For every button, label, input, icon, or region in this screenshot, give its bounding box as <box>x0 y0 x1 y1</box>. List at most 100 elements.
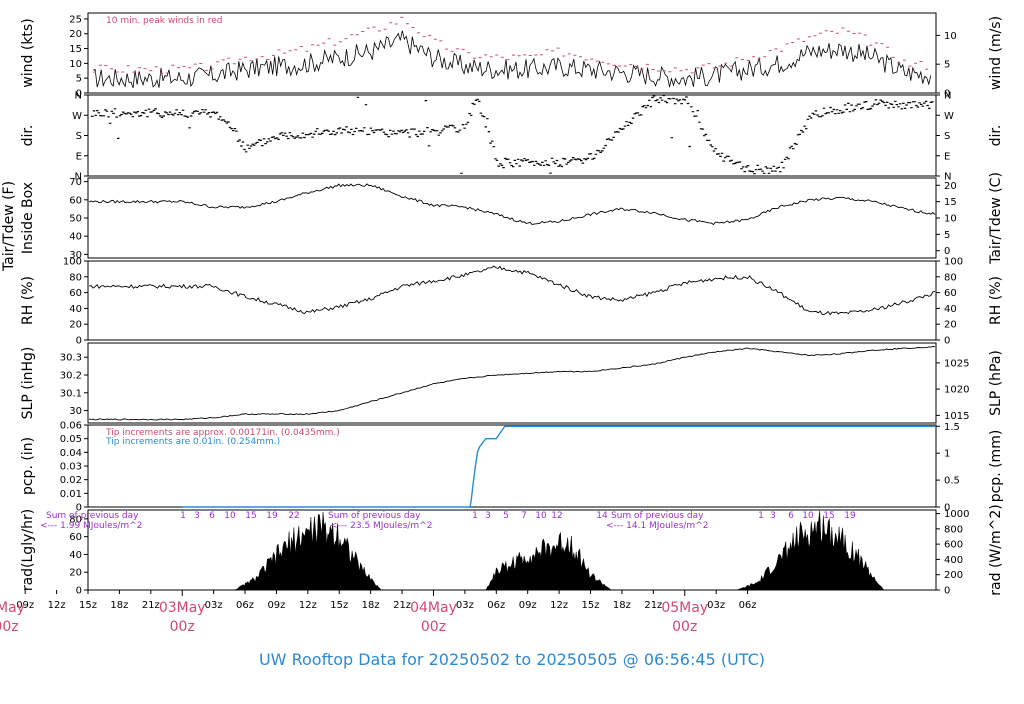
date-label-day: 03May <box>159 600 206 616</box>
solar-annotation: <--- 1.99 MJoules/m^2 <box>40 521 142 531</box>
y-axis-label-right: dir. <box>988 125 1004 147</box>
hour-tick-label: 06z <box>236 600 254 611</box>
left-tick-label: 0 <box>76 586 82 597</box>
date-label-day: 04May <box>410 600 457 616</box>
right-tick-label: 800 <box>944 524 963 535</box>
hour-tick-label: 18z <box>110 600 128 611</box>
solar-hour-mark: 3 <box>194 511 200 521</box>
panel-frame <box>87 342 937 424</box>
hour-tick-label: 09z <box>267 600 285 611</box>
left-tick-label: 25 <box>69 14 82 25</box>
left-tick-label: 30.1 <box>60 388 82 399</box>
left-tick-label: 30 <box>69 250 82 261</box>
y-axis-label-right: RH (%) <box>988 276 1004 325</box>
solar-annotation: <--- 14.1 MJoules/m^2 <box>606 521 708 531</box>
right-tick-label: W <box>944 111 954 122</box>
solar-hour-mark: 1 <box>472 511 478 521</box>
solar-hour-mark: 6 <box>788 511 794 521</box>
solar-hour-mark: 6 <box>209 511 215 521</box>
y-axis-label-right: Tair/Tdew (C) <box>988 172 1004 265</box>
right-tick-label: 20 <box>944 181 957 192</box>
left-tick-label: 5 <box>76 74 82 85</box>
right-tick-label: 5 <box>944 230 950 241</box>
y-axis-label-left: dir. <box>20 125 36 147</box>
left-tick-label: 30.2 <box>60 371 82 382</box>
y-axis-label-left-2: Inside Box <box>20 182 36 254</box>
hour-tick-label: 21z <box>644 600 662 611</box>
right-tick-label: 20 <box>944 320 957 331</box>
left-tick-label: 40 <box>69 550 82 561</box>
solar-hour-mark: 15 <box>823 511 834 521</box>
right-tick-label: 200 <box>944 570 963 581</box>
right-tick-label: 80 <box>944 272 957 283</box>
left-tick-label: 20 <box>69 568 82 579</box>
right-tick-label: 100 <box>944 257 963 268</box>
left-tick-label: N <box>75 91 82 102</box>
left-tick-label: 0.02 <box>60 475 82 486</box>
left-tick-label: 30.3 <box>60 353 82 364</box>
solar-hour-mark: 3 <box>485 511 491 521</box>
panel-rh: 0 20 40 60 80 100 0 20 40 60 80 100 RH (%) RH (%) <box>20 257 1004 347</box>
right-tick-label: 0 <box>944 89 950 100</box>
solar-annotation: <--- 23.5 MJoules/m^2 <box>330 521 432 531</box>
solar-annotation: Sum of previous day <box>611 511 704 521</box>
left-tick-label: 40 <box>69 304 82 315</box>
left-tick-label: 100 <box>63 257 82 268</box>
left-tick-label: 0.06 <box>60 421 82 432</box>
left-tick-label: 0 <box>76 336 82 347</box>
y-axis-label-left: wind (kts) <box>20 18 36 87</box>
right-tick-label: S <box>944 131 950 142</box>
y-axis-label-right: SLP (hPa) <box>988 350 1004 416</box>
y-axis-label-left: RH (%) <box>20 276 36 325</box>
hour-tick-label: 12z <box>48 600 66 611</box>
hour-tick-label: 03z <box>707 600 725 611</box>
solar-area <box>88 510 936 591</box>
left-tick-label: 40 <box>69 232 82 243</box>
left-tick-label: 70 <box>69 177 82 188</box>
hour-tick-label: 15z <box>582 600 600 611</box>
right-tick-label: 1025 <box>944 358 969 369</box>
panel-temp: 30 40 50 60 70 0 5 10 15 20 Tair/Tdew (F) Inside Bo… <box>1 172 1004 272</box>
solar-hour-mark: 10 <box>802 511 814 521</box>
hour-tick-label: 12z <box>299 600 317 611</box>
solar-hour-mark: 10 <box>224 511 236 521</box>
time-axis: 09z 12z 15z 18z 21z 03z 06z 09z 12z 15z 18z 21z 03z 0… <box>0 590 757 635</box>
right-tick-label: E <box>944 151 950 162</box>
pcp-annotation-fine: Tip increments are approx. 0.00171in. (0… <box>105 428 340 438</box>
date-label-hour: 00z <box>672 619 697 635</box>
right-tick-label: 10 <box>944 31 957 42</box>
date-label-hour: 00z <box>421 619 446 635</box>
hour-tick-label: 09z <box>519 600 537 611</box>
solar-hour-mark: 19 <box>844 511 856 521</box>
left-tick-label: 80 <box>69 272 82 283</box>
right-tick-label: 60 <box>944 288 957 299</box>
left-tick-label: 20 <box>69 29 82 40</box>
left-tick-label: W <box>72 111 82 122</box>
right-tick-label: 0 <box>944 336 950 347</box>
left-tick-label: 0.03 <box>60 462 82 473</box>
left-tick-label: 0 <box>76 503 82 514</box>
left-tick-label: N <box>75 172 82 183</box>
hour-tick-label: 09z <box>16 600 34 611</box>
left-tick-label: S <box>76 131 82 142</box>
hour-tick-label: 03z <box>456 600 474 611</box>
y-axis-label-left: pcp. (in) <box>20 437 36 495</box>
right-tick-label: 1015 <box>944 411 969 422</box>
panel-frame <box>87 12 937 94</box>
solar-hour-mark: 15 <box>245 511 256 521</box>
hour-tick-label: 18z <box>613 600 631 611</box>
date-label-day: 05May <box>661 600 708 616</box>
right-tick-label: 600 <box>944 540 963 551</box>
solar-hour-mark: 19 <box>266 511 278 521</box>
hour-tick-label: 21z <box>393 600 411 611</box>
left-tick-label: 0.05 <box>60 434 82 445</box>
left-tick-label: 80 <box>69 514 82 525</box>
hour-tick-label: 06z <box>739 600 757 611</box>
solar-hour-mark: 1 <box>180 511 186 521</box>
left-tick-label: 60 <box>69 288 82 299</box>
solar-hour-mark: 5 <box>503 511 509 521</box>
rh-series-line <box>88 265 936 316</box>
hour-tick-label: 21z <box>142 600 160 611</box>
